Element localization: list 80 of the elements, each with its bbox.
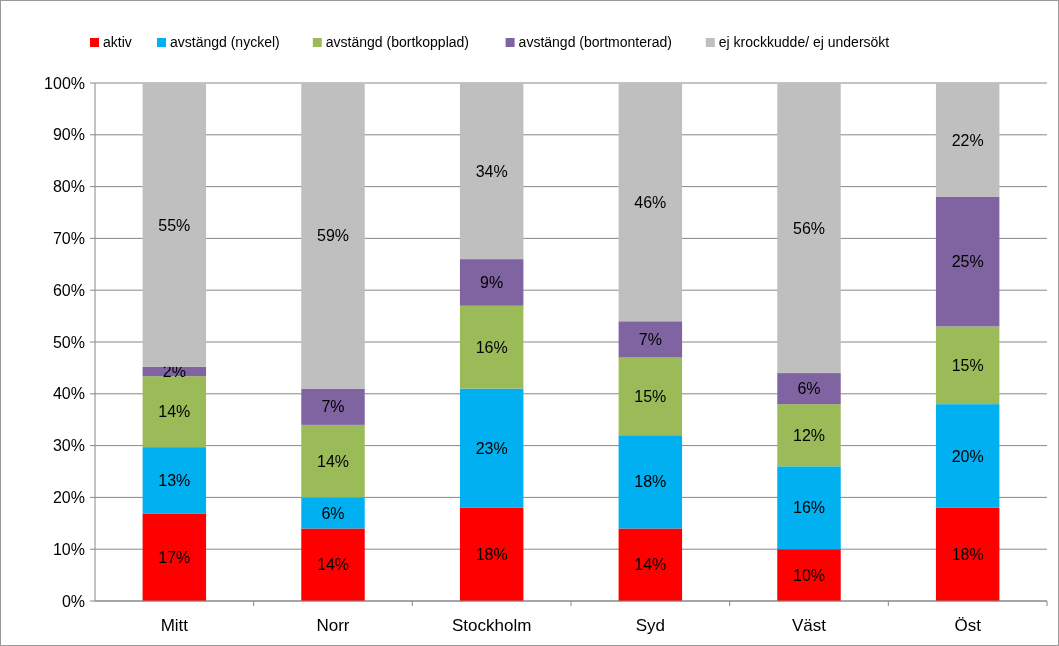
data-label: 56% [792,219,826,237]
bar [142,376,207,448]
data-label: 59% [316,227,350,245]
bar [459,507,524,601]
bar [618,528,683,601]
legend-label: avstängd (nyckel) [170,34,280,50]
y-tick-label: 100% [44,74,85,92]
x-tick-label: Väst [791,616,827,635]
y-tick-label: 70% [52,230,85,247]
bar [618,321,683,358]
bar [777,404,841,467]
bar [777,549,841,601]
data-label: 13% [158,471,191,489]
data-label: 14% [316,556,350,574]
data-label: 23% [475,439,508,457]
bar [935,196,1000,327]
data-label: 25% [951,253,984,271]
bar [142,83,207,367]
x-tick-label: Mitt [160,616,189,635]
data-label: 7% [321,398,345,416]
data-label: 6% [321,504,345,522]
y-tick-label: 30% [52,437,85,455]
x-tick-label: Stockholm [451,616,532,635]
data-label: 16% [792,499,826,517]
y-tick-label: 60% [52,281,85,299]
legend-label: aktiv [103,34,132,50]
bar [618,357,683,436]
y-tick-label: 80% [52,178,85,196]
y-tick-label: 90% [52,126,85,144]
bar [301,497,365,529]
data-label: 18% [634,473,667,491]
x-tick-label: Norr [316,616,350,635]
bar [142,447,207,514]
data-label: 18% [951,545,984,563]
bar [777,373,841,405]
y-tick-label: 40% [52,385,85,403]
y-tick-label: 20% [52,489,85,506]
data-label: 17% [158,548,191,566]
bar [142,513,207,601]
data-label: 9% [480,274,504,292]
data-label: 55% [158,216,191,234]
bar [459,388,524,508]
bar [935,404,1000,508]
data-label: 16% [475,338,508,356]
data-label: 6% [797,380,821,398]
data-label: 14% [634,556,667,574]
data-label: 14% [316,452,350,470]
x-tick-label: Syd [635,616,665,635]
bar [301,424,365,498]
data-label: 15% [951,356,984,374]
data-label: 7% [638,331,662,349]
data-label: 14% [158,403,191,421]
bar [935,507,1000,601]
y-tick-label: 50% [52,333,85,351]
bar [301,388,365,425]
y-tick-label: 0% [61,592,85,610]
bar [777,466,841,550]
bar [935,83,1000,197]
legend-label: avstängd (bortmonterad) [518,34,672,50]
legend-label: avstängd (bortkopplad) [325,34,469,50]
data-label: 15% [634,387,667,405]
data-label: 18% [475,545,508,563]
legend-label: ej krockkudde/ ej undersökt [718,34,890,50]
bar [618,83,683,322]
bar [301,83,365,389]
data-label: 12% [792,426,826,444]
bar [301,528,365,601]
bar [459,83,524,260]
bar [935,326,1000,405]
y-tick-label: 10% [52,540,85,558]
bar [777,83,841,374]
data-label: 46% [634,193,667,211]
data-label: 34% [475,162,508,180]
data-label: 10% [792,566,826,584]
bar [459,259,524,306]
data-label: 20% [951,447,984,465]
data-label: 22% [951,131,984,149]
x-tick-label: Öst [954,616,982,635]
bar [459,305,524,389]
bar [618,435,683,529]
